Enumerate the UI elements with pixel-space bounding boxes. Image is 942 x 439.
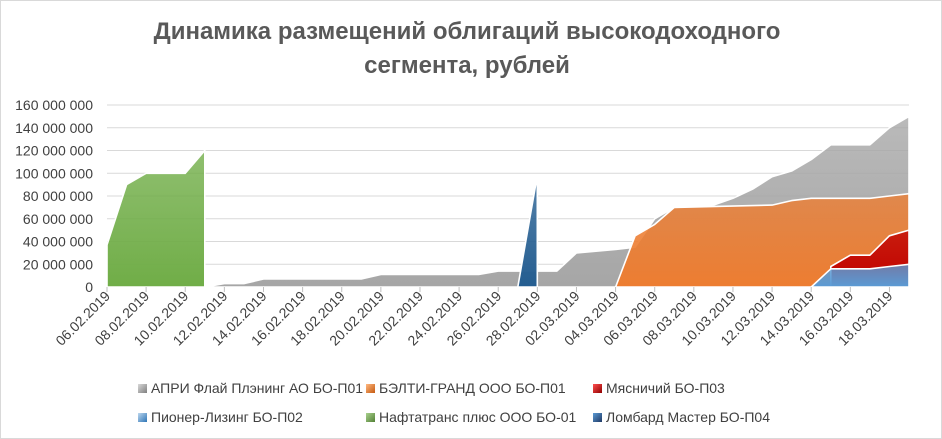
series-area-4 xyxy=(106,149,206,288)
y-tick-label: 140 000 000 xyxy=(15,120,93,136)
y-tick-label: 100 000 000 xyxy=(15,165,93,181)
y-tick-label: 0 xyxy=(85,279,93,295)
y-tick-label: 40 000 000 xyxy=(23,234,93,250)
y-tick-label: 60 000 000 xyxy=(23,211,93,227)
legend-label-naftatrans: Нафтатранс плюс ООО БО-01 xyxy=(379,409,577,425)
legend-item-belti: БЭЛТИ-ГРАНД ООО БО-П01 xyxy=(366,380,566,396)
legend-item-naftatrans: Нафтатранс плюс ООО БО-01 xyxy=(366,409,576,425)
legend-swatch-pioneer xyxy=(138,412,147,422)
legend-label-myasnichiy: Мясничий БО-П03 xyxy=(606,380,725,396)
series-area-5 xyxy=(517,174,539,288)
legend-swatch-naftatrans xyxy=(366,412,375,422)
series-area-3 xyxy=(810,263,910,288)
legend-label-pioneer: Пионер-Лизинг БО-П02 xyxy=(151,409,303,425)
legend-label-belti: БЭЛТИ-ГРАНД ООО БО-П01 xyxy=(379,380,566,396)
legend-item-pioneer: Пионер-Лизинг БО-П02 xyxy=(138,409,303,425)
y-tick-label: 20 000 000 xyxy=(23,256,93,272)
y-tick-label: 80 000 000 xyxy=(23,188,93,204)
y-tick-label: 120 000 000 xyxy=(15,143,93,159)
chart-title: Динамика размещений облигаций высокодохо… xyxy=(1,15,933,83)
legend-label-apri: АПРИ Флай Плэнинг АО БО-П01 xyxy=(151,380,364,396)
legend-item-apri: АПРИ Флай Плэнинг АО БО-П01 xyxy=(138,380,363,396)
chart-title-line-1: Динамика размещений облигаций высокодохо… xyxy=(153,18,781,45)
legend-swatch-lombard xyxy=(593,412,602,422)
y-tick-label: 160 000 000 xyxy=(15,97,93,113)
legend-swatch-myasnichiy xyxy=(593,383,602,393)
chart-title-line-2: сегмента, рублей xyxy=(364,52,570,79)
legend-item-myasnichiy: Мясничий БО-П03 xyxy=(593,380,725,396)
legend-label-lombard: Ломбард Мастер БО-П04 xyxy=(606,409,770,425)
series-areas xyxy=(106,115,910,288)
legend-swatch-belti xyxy=(366,383,375,393)
legend-swatch-apri xyxy=(138,383,147,393)
legend-item-lombard: Ломбард Мастер БО-П04 xyxy=(593,409,770,425)
